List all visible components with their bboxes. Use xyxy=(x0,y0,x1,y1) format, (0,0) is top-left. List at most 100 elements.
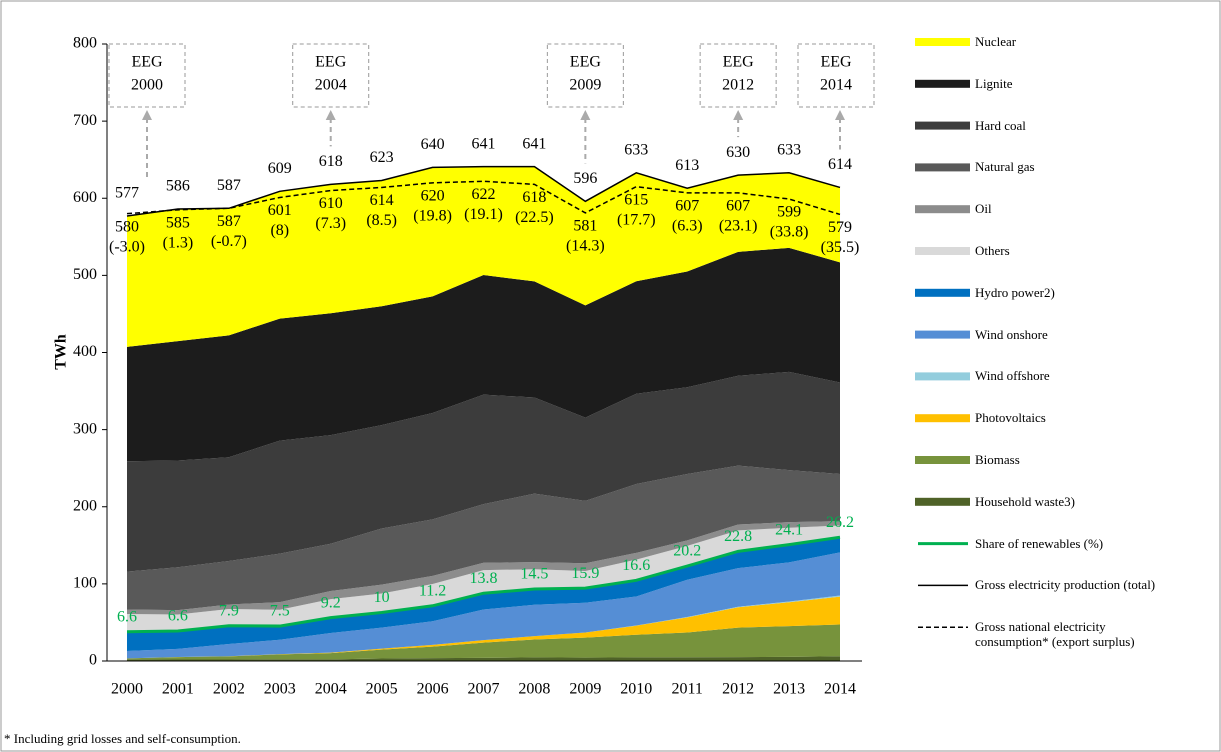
x-tick-label: 2008 xyxy=(518,681,550,698)
legend-label: Oil xyxy=(975,201,992,217)
y-axis-label: TWh xyxy=(53,334,70,370)
annotation-box xyxy=(546,43,624,108)
total-label: 577 xyxy=(115,185,139,202)
total-label: 633 xyxy=(777,141,801,158)
legend-swatch xyxy=(915,372,970,381)
area xyxy=(127,247,840,462)
share-label: 10 xyxy=(374,589,390,606)
annotation-arrowhead xyxy=(733,110,744,120)
x-tick-label: 2006 xyxy=(417,681,449,698)
share-label: 13.8 xyxy=(470,570,498,587)
legend-swatch xyxy=(915,456,970,464)
total-label: 640 xyxy=(421,136,445,153)
total-label: 586 xyxy=(166,178,190,195)
y-tick-label: 500 xyxy=(73,266,97,283)
legend-swatch xyxy=(915,163,970,172)
annotation-text: 2000 xyxy=(131,77,163,94)
total-label: 587 xyxy=(217,177,241,194)
legend-label: Nuclear xyxy=(975,34,1017,49)
y-tick-label: 700 xyxy=(73,112,97,129)
share-label: 15.9 xyxy=(571,565,599,582)
surplus-label: (23.1) xyxy=(719,218,758,235)
annotation-text: 2012 xyxy=(722,77,754,94)
consumption-label: 618 xyxy=(522,189,546,206)
share-line xyxy=(126,535,841,634)
x-tick-label: 2013 xyxy=(773,681,805,698)
x-tick-label: 2001 xyxy=(162,681,194,698)
total-label: 596 xyxy=(573,170,597,187)
consumption-label: 579 xyxy=(828,219,852,236)
surplus-label: (7.3) xyxy=(315,215,346,232)
legend-swatch xyxy=(915,205,970,214)
x-tick-label: 2012 xyxy=(722,681,754,698)
total-label: 633 xyxy=(624,141,648,158)
annotation-box xyxy=(108,43,186,108)
x-tick-label: 2004 xyxy=(315,681,347,698)
surplus-label: (19.8) xyxy=(413,207,452,224)
legend-label: Natural gas xyxy=(975,159,1035,175)
share-label: 14.5 xyxy=(520,566,548,583)
x-tick-label: 2010 xyxy=(620,681,652,698)
x-tick-label: 2002 xyxy=(213,681,245,698)
surplus-label: (14.3) xyxy=(566,238,605,255)
legend-label: Photovoltaics xyxy=(975,410,1046,426)
legend-label: Gross national electricity consumption* … xyxy=(975,619,1135,650)
total-line xyxy=(126,165,841,217)
consumption-label: 607 xyxy=(675,198,699,215)
consumption-label: 620 xyxy=(421,187,445,204)
annotation-box xyxy=(797,43,875,108)
legend-swatch xyxy=(915,414,970,423)
legend-label: Lignite xyxy=(975,75,1013,91)
surplus-label: (-3.0) xyxy=(109,238,145,255)
surplus-label: (1.3) xyxy=(163,234,194,251)
annotation-arrowhead xyxy=(325,110,336,120)
legend-label: Household waste3) xyxy=(975,493,1076,509)
surplus-label: (22.5) xyxy=(515,209,554,226)
legend-label: Wind offshore xyxy=(975,368,1050,384)
legend-swatch xyxy=(915,288,970,297)
surplus-label: (33.8) xyxy=(770,224,809,241)
y-tick-label: 400 xyxy=(73,343,97,360)
legend-swatch xyxy=(915,247,970,255)
annotation-box xyxy=(699,43,777,108)
share-label: 22.8 xyxy=(724,528,752,545)
consumption-label: 580 xyxy=(115,218,139,235)
total-label: 618 xyxy=(319,153,343,170)
x-tick-label: 2005 xyxy=(366,681,398,698)
consumption-label: 607 xyxy=(726,198,750,215)
consumption-label: 614 xyxy=(370,192,394,209)
area xyxy=(127,552,840,659)
annotation-text: EEG xyxy=(315,54,347,71)
annotation-arrowhead xyxy=(142,110,152,120)
x-tick-label: 2003 xyxy=(264,681,296,698)
total-label: 614 xyxy=(828,156,852,173)
legend-label: Biomass xyxy=(975,452,1020,467)
area xyxy=(127,521,840,615)
consumption-label: 622 xyxy=(472,186,496,203)
legend-label: Gross electricity production (total) xyxy=(975,577,1156,593)
total-label: 609 xyxy=(268,160,292,177)
share-label: 7.9 xyxy=(219,602,239,619)
area xyxy=(127,166,840,347)
share-label: 24.1 xyxy=(775,521,803,538)
y-tick-label: 300 xyxy=(73,420,97,437)
surplus-label: (17.7) xyxy=(617,211,656,228)
x-tick-label: 2000 xyxy=(111,681,143,698)
consumption-label: 587 xyxy=(217,213,241,230)
total-label: 613 xyxy=(675,157,699,174)
surplus-label: (8) xyxy=(270,222,289,239)
legend-swatch xyxy=(915,497,970,506)
x-tick-label: 2011 xyxy=(672,681,703,698)
area xyxy=(127,624,840,660)
area xyxy=(127,371,840,572)
total-label: 623 xyxy=(370,149,394,166)
total-label: 641 xyxy=(522,135,546,152)
surplus-label: (35.5) xyxy=(821,239,860,256)
share-label: 16.6 xyxy=(622,557,650,574)
x-tick-label: 2007 xyxy=(468,681,500,698)
y-tick-label: 800 xyxy=(73,35,97,52)
annotation-text: 2004 xyxy=(315,77,347,94)
